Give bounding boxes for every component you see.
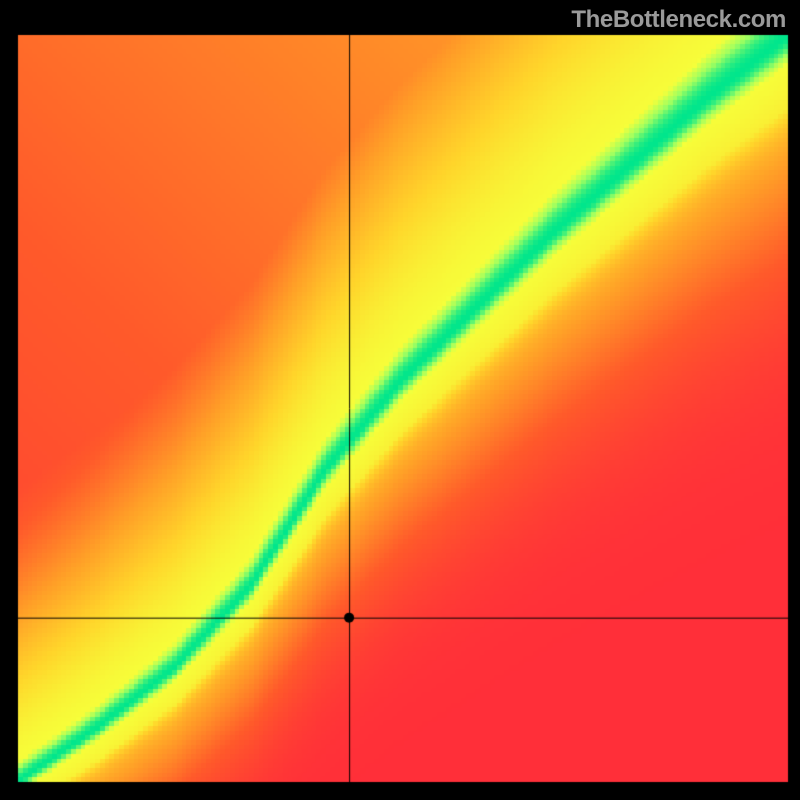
heatmap-canvas bbox=[0, 0, 800, 800]
root-container: TheBottleneck.com bbox=[0, 0, 800, 800]
watermark-text: TheBottleneck.com bbox=[571, 6, 786, 34]
